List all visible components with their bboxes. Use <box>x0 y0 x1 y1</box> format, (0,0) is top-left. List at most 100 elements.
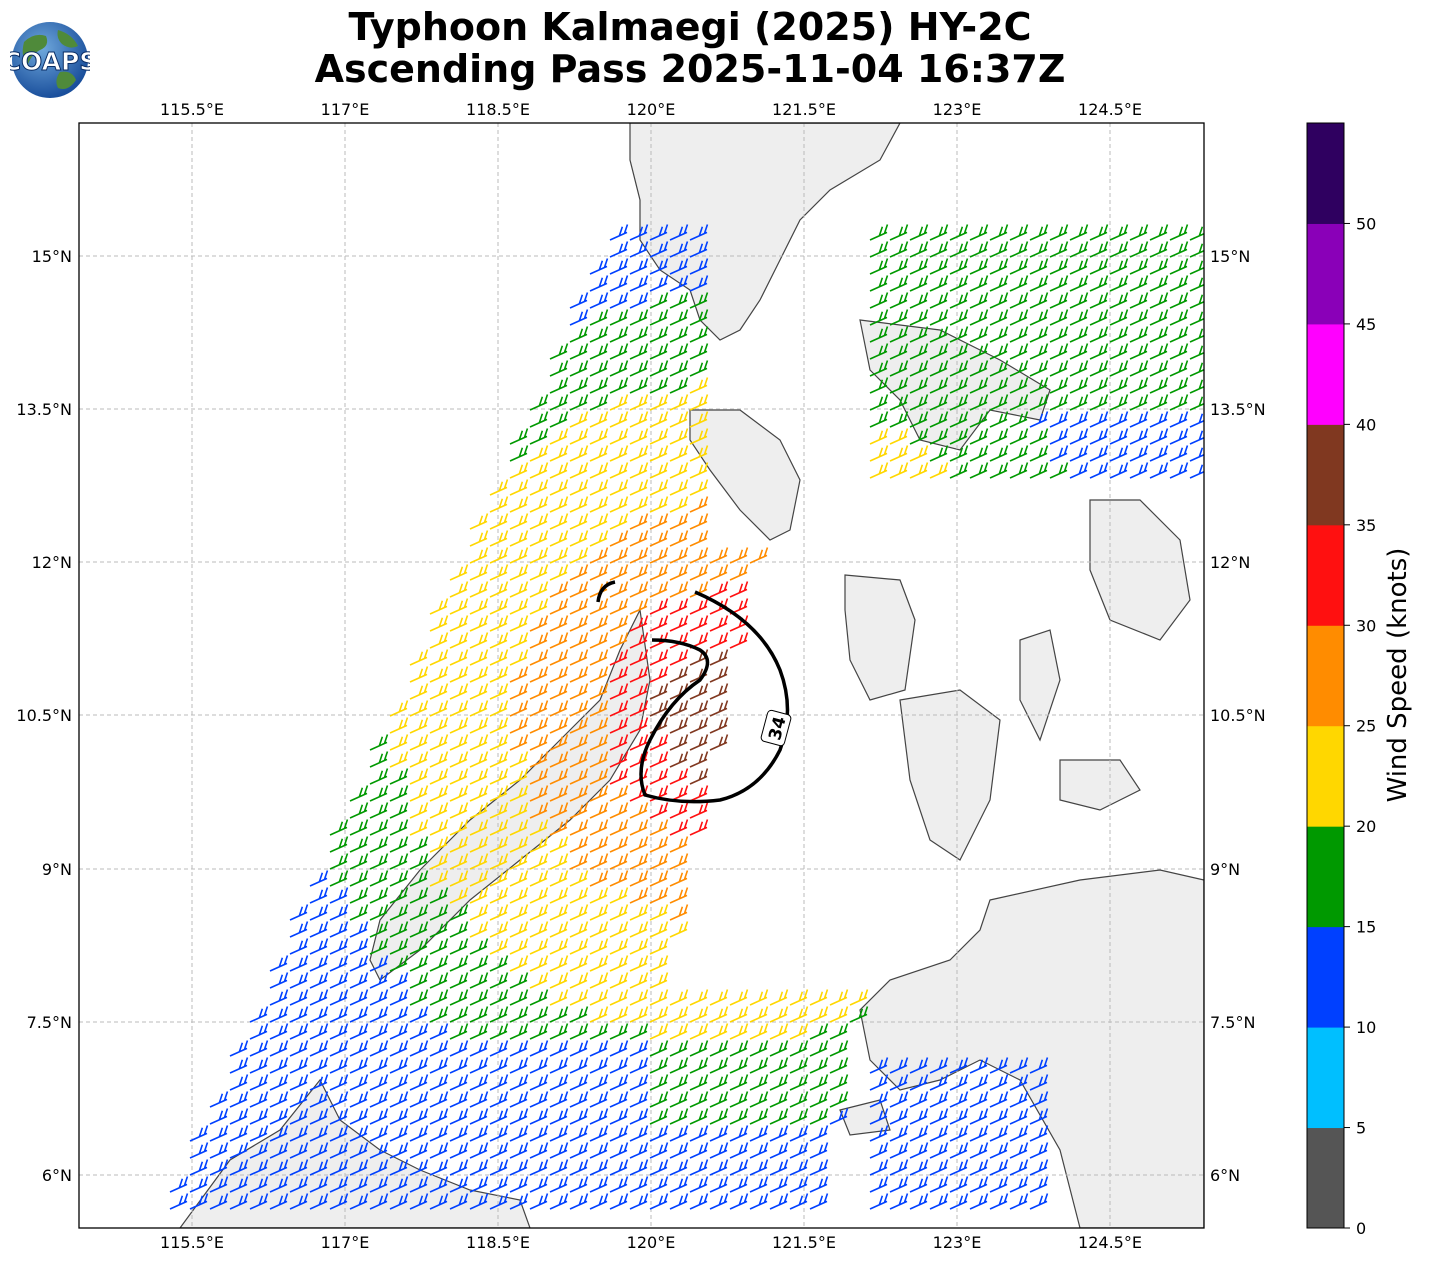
wind-barb <box>589 513 609 530</box>
wind-barb <box>569 853 589 870</box>
wind-barb <box>469 513 489 530</box>
wind-barb <box>549 530 569 547</box>
wind-barb <box>689 734 709 751</box>
wind-barb <box>1009 1091 1029 1108</box>
wind-barb <box>629 989 649 1006</box>
wind-barb <box>269 1193 289 1210</box>
wind-barb <box>969 309 989 326</box>
wind-barb <box>589 615 609 632</box>
wind-barb <box>469 904 489 921</box>
wind-barb <box>529 598 549 615</box>
lat-tick-left: 15°N <box>32 247 72 266</box>
wind-barb <box>249 1006 269 1023</box>
wind-barb <box>709 1108 729 1125</box>
wind-barb <box>329 921 349 938</box>
wind-barb <box>609 428 629 445</box>
wind-barb <box>1029 309 1049 326</box>
wind-barb <box>689 615 709 632</box>
wind-barb <box>649 938 669 955</box>
wind-barb <box>889 377 909 394</box>
wind-barb <box>609 360 629 377</box>
colorbar-segment <box>1307 223 1344 325</box>
wind-barb <box>669 530 689 547</box>
wind-barb <box>409 1023 429 1040</box>
wind-barb <box>609 224 629 241</box>
wind-barb <box>369 1074 389 1091</box>
wind-barb <box>1069 326 1089 343</box>
wind-barb <box>909 445 929 462</box>
wind-barb <box>389 853 409 870</box>
wind-barb <box>969 224 989 241</box>
wind-barb <box>1129 377 1149 394</box>
wind-barb <box>549 1176 569 1193</box>
wind-barb <box>1009 326 1029 343</box>
wind-barb <box>709 1057 729 1074</box>
wind-barb <box>569 530 589 547</box>
wind-barb <box>989 1074 1009 1091</box>
wind-barb <box>349 1023 369 1040</box>
wind-barb <box>989 1108 1009 1125</box>
wind-barb <box>609 258 629 275</box>
wind-barb <box>549 1159 569 1176</box>
wind-barb <box>349 1057 369 1074</box>
wind-barb <box>629 513 649 530</box>
wind-barb <box>809 1091 829 1108</box>
wind-barb <box>1109 292 1129 309</box>
wind-barb <box>1189 311 1204 326</box>
wind-barb <box>929 224 949 241</box>
wind-barb <box>1029 1176 1049 1193</box>
wind-barb <box>209 1193 229 1210</box>
wind-barb <box>1149 292 1169 309</box>
wind-barbs <box>169 224 1204 1210</box>
wind-barb <box>809 1057 829 1074</box>
wind-barb <box>869 360 889 377</box>
wind-barb <box>869 1193 889 1210</box>
wind-barb <box>609 530 629 547</box>
wind-barb <box>309 1023 329 1040</box>
wind-barb <box>1189 277 1204 292</box>
lon-tick-top: 118.5°E <box>466 100 530 119</box>
wind-barb <box>889 1108 909 1125</box>
wind-barb <box>689 258 709 275</box>
wind-barb <box>729 989 749 1006</box>
wind-barb <box>569 615 589 632</box>
wind-barb <box>389 1142 409 1159</box>
wind-barb <box>509 921 529 938</box>
wind-barb <box>529 734 549 751</box>
wind-barb <box>869 292 889 309</box>
wind-barb <box>329 1023 349 1040</box>
lat-tick-left: 9°N <box>42 860 72 879</box>
wind-barb <box>449 717 469 734</box>
wind-barb <box>1129 292 1149 309</box>
wind-barb <box>349 972 369 989</box>
wind-barb <box>889 1159 909 1176</box>
wind-barb <box>489 819 509 836</box>
wind-barb <box>1049 258 1069 275</box>
wind-barb <box>309 1040 329 1057</box>
wind-barb <box>469 751 489 768</box>
wind-barb <box>549 445 569 462</box>
wind-barb <box>969 241 989 258</box>
wind-barb <box>669 479 689 496</box>
wind-barb <box>329 853 349 870</box>
wind-barb <box>369 768 389 785</box>
wind-barb <box>569 1006 589 1023</box>
wind-barb <box>629 615 649 632</box>
wind-barb <box>309 1074 329 1091</box>
wind-barb <box>529 581 549 598</box>
wind-barb <box>409 870 429 887</box>
colorbar-segment <box>1307 323 1344 425</box>
wind-barb <box>769 1091 789 1108</box>
wind-barb <box>929 309 949 326</box>
wind-barb <box>949 428 969 445</box>
wind-barb <box>609 394 629 411</box>
wind-barb <box>689 326 709 343</box>
wind-barb <box>529 1176 549 1193</box>
wind-barb <box>949 1159 969 1176</box>
wind-barb <box>729 1142 749 1159</box>
wind-barb <box>729 1023 749 1040</box>
wind-barb <box>589 258 609 275</box>
wind-barb <box>609 377 629 394</box>
wind-barb <box>689 1142 709 1159</box>
wind-barb <box>329 989 349 1006</box>
